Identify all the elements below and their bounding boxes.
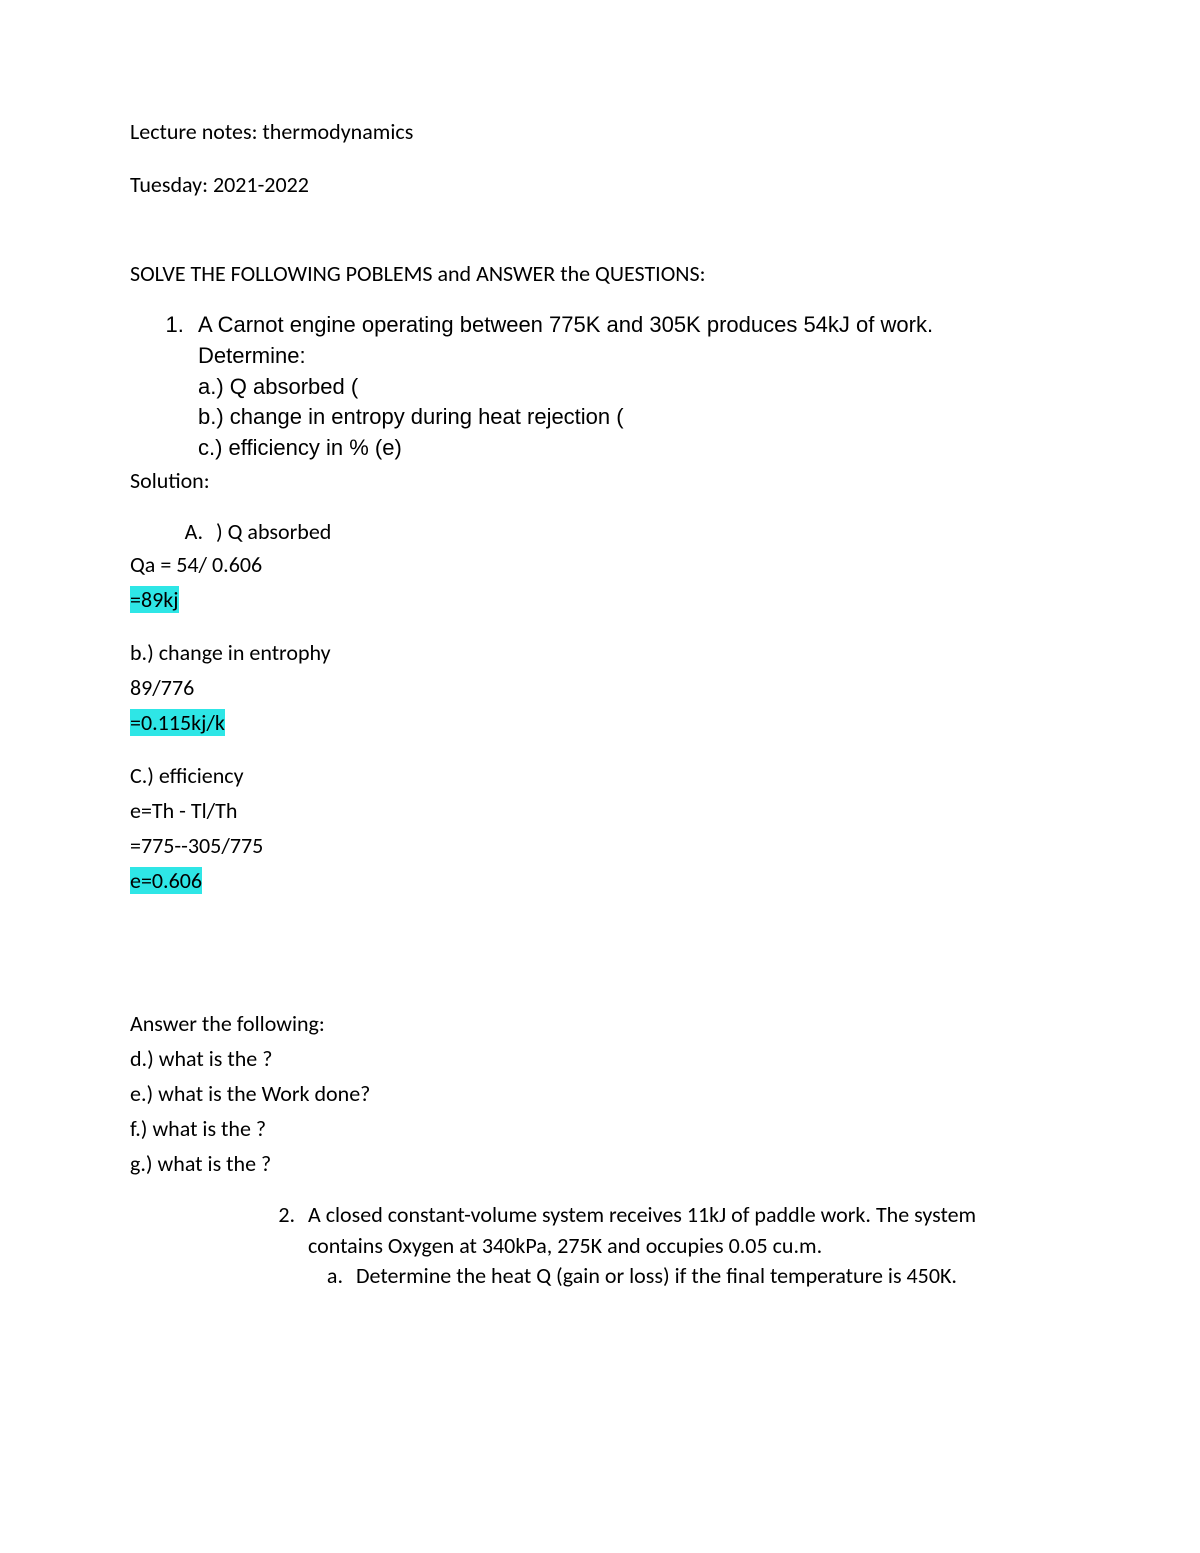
problem-2-sub-a: Determine the heat Q (gain or loss) if t…	[348, 1261, 1070, 1292]
solution-a-calc: Qa = 54/ 0.606	[130, 548, 1070, 581]
problem-1-part-c: c.) efficiency in % (e)	[130, 433, 1070, 464]
solution-a-result-line: =89kj	[130, 583, 1070, 616]
solution-c-label: C.) efficiency	[130, 759, 1070, 792]
solution-c-result: e=0.606	[130, 867, 202, 894]
solution-b-calc: 89/776	[130, 671, 1070, 704]
solution-b-result-line: =0.115kj/k	[130, 706, 1070, 739]
solution-c-result-line: e=0.606	[130, 864, 1070, 897]
solution-b-label: b.) change in entrophy	[130, 636, 1070, 669]
problem-1-line1: A Carnot engine operating between 775K a…	[198, 312, 933, 337]
followup-heading: Answer the following:	[130, 1007, 1070, 1040]
instruction-heading: SOLVE THE FOLLOWING POBLEMS and ANSWER t…	[130, 257, 1070, 290]
followup-g: g.) what is the ?	[130, 1147, 1070, 1180]
solution-c-calc: =775--305/775	[130, 829, 1070, 862]
problem-2-item: A closed constant-volume system receives…	[300, 1200, 1070, 1292]
followup-e: e.) what is the Work done?	[130, 1077, 1070, 1110]
problem-1-item: A Carnot engine operating between 775K a…	[190, 310, 1070, 372]
problem-2-line2: contains Oxygen at 340kPa, 275K and occu…	[308, 1232, 822, 1259]
problem-1-line2: Determine:	[198, 343, 306, 368]
followup-d: d.) what is the ?	[130, 1042, 1070, 1075]
solution-b-result: =0.115kj/k	[130, 709, 225, 736]
solution-a-label: ) Q absorbed	[208, 517, 1070, 548]
followup-f: f.) what is the ?	[130, 1112, 1070, 1145]
problem-1-part-a: a.) Q absorbed (	[130, 372, 1070, 403]
solution-label: Solution:	[130, 464, 1070, 497]
lecture-date: Tuesday: 2021-2022	[130, 168, 1070, 201]
solution-a-result: =89kj	[130, 586, 179, 613]
problem-2-line1: A closed constant-volume system receives…	[308, 1201, 976, 1228]
problem-1-part-b: b.) change in entropy during heat reject…	[130, 402, 1070, 433]
solution-c-formula: e=Th - Tl/Th	[130, 794, 1070, 827]
lecture-title: Lecture notes: thermodynamics	[130, 115, 1070, 148]
